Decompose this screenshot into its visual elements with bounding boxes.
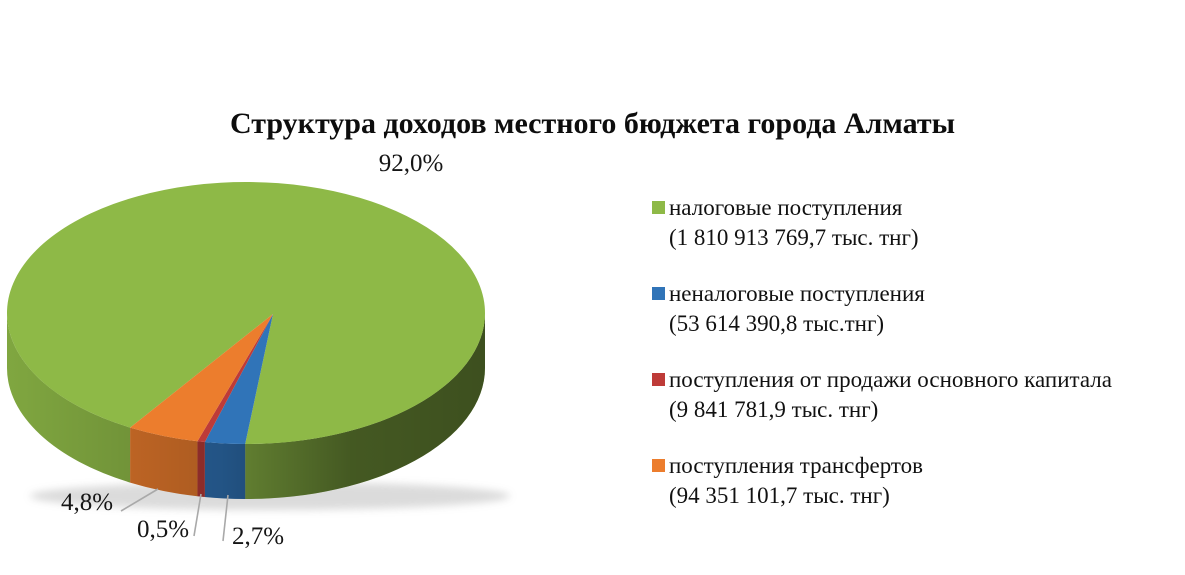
- pie-slice-transfers: [130, 314, 273, 442]
- legend: налоговые поступления (1 810 913 769,7 т…: [652, 193, 1112, 537]
- legend-label-capital-sale: поступления от продажи основного капитал…: [669, 367, 1112, 392]
- data-label-transfers: 4,8%: [60, 489, 114, 516]
- legend-entry-non-tax: неналоговые поступления (53 614 390,8 ты…: [652, 279, 1112, 339]
- chart-title: Структура доходов местного бюджета город…: [230, 107, 955, 140]
- legend-label-non-tax: неналоговые поступления: [669, 281, 925, 306]
- legend-entry-capital-sale: поступления от продажи основного капитал…: [652, 365, 1112, 425]
- legend-amount-transfers: (94 351 101,7 тыс. тнг): [669, 483, 890, 508]
- pie-slice-non-tax: [204, 314, 273, 444]
- legend-amount-tax: (1 810 913 769,7 тыс. тнг): [669, 225, 919, 250]
- legend-entry-tax: налоговые поступления (1 810 913 769,7 т…: [652, 193, 1112, 253]
- pie-body: [7, 182, 486, 499]
- legend-label-tax: налоговые поступления: [669, 195, 903, 220]
- legend-label-transfers: поступления трансфертов: [669, 453, 924, 478]
- data-label-capital-sale: 0,5%: [136, 516, 190, 543]
- legend-swatch-tax: [652, 201, 665, 214]
- pie-side-shading: [7, 313, 485, 499]
- leader-line-non-tax: [222, 494, 229, 542]
- data-label-tax: 92,0%: [378, 150, 444, 177]
- legend-swatch-non-tax: [652, 287, 665, 300]
- pie-slice-capital-sale: [197, 314, 273, 443]
- legend-amount-capital-sale: (9 841 781,9 тыс. тнг): [669, 397, 879, 422]
- legend-swatch-capital-sale: [652, 373, 665, 386]
- data-label-non-tax: 2,7%: [231, 523, 285, 550]
- leader-line-transfers: [120, 488, 159, 512]
- legend-swatch-transfers: [652, 459, 665, 472]
- leader-line-capital-sale: [193, 493, 202, 537]
- leader-lines: [120, 488, 229, 542]
- legend-amount-non-tax: (53 614 390,8 тыс.тнг): [669, 311, 885, 336]
- pie-slice-tax: [7, 182, 486, 444]
- legend-entry-transfers: поступления трансфертов (94 351 101,7 ты…: [652, 451, 1112, 511]
